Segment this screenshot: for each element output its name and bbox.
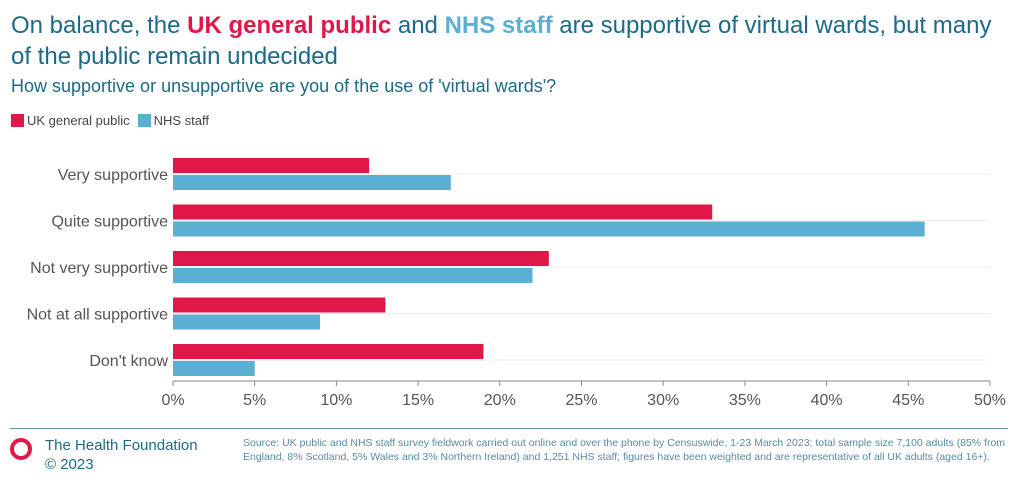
category-label: Very supportive xyxy=(58,167,168,184)
title-text: On balance, the xyxy=(11,12,188,39)
legend-label-uk: UK general public xyxy=(27,113,130,128)
legend-swatch-nhs xyxy=(137,114,151,127)
legend: UK general public NHS staff xyxy=(11,113,217,128)
x-tick-label: 50% xyxy=(974,392,1006,409)
category-label: Not very supportive xyxy=(30,260,168,277)
bar-nhs xyxy=(173,314,321,330)
title-text: and xyxy=(391,12,445,39)
x-tick-label: 0% xyxy=(161,392,184,409)
x-tick-label: 30% xyxy=(647,392,679,409)
title-highlight-nhs: NHS staff xyxy=(444,12,553,39)
chart-title: On balance, the UK general public and NH… xyxy=(11,10,1011,72)
legend-label-nhs: NHS staff xyxy=(153,113,210,128)
bar-uk xyxy=(173,251,549,266)
x-tick-label: 15% xyxy=(402,392,434,409)
x-tick-label: 10% xyxy=(320,392,352,409)
bar-uk xyxy=(173,297,386,313)
chart-subtitle: How supportive or unsupportive are you o… xyxy=(11,76,557,96)
x-tick-label: 45% xyxy=(892,392,924,409)
bar-chart: Very supportive Quite supportive Not very … xyxy=(27,158,1006,409)
brand-name: The Health Foundation xyxy=(45,437,198,454)
health-foundation-logo xyxy=(10,438,32,460)
x-tick-label: 20% xyxy=(484,392,516,409)
x-tick-label: 35% xyxy=(729,392,761,409)
footer-divider xyxy=(10,428,1008,429)
copyright: © 2023 xyxy=(45,456,94,473)
bar-uk xyxy=(173,204,713,220)
legend-swatch-uk xyxy=(11,114,24,127)
category-label: Not at all supportive xyxy=(27,307,169,324)
bar-nhs xyxy=(173,221,925,237)
category-label: Quite supportive xyxy=(51,214,168,231)
bar-uk xyxy=(173,158,370,173)
category-label: Don't know xyxy=(89,353,168,370)
x-tick-label: 25% xyxy=(565,392,597,409)
bar-nhs xyxy=(173,175,451,190)
bar-uk xyxy=(173,344,484,359)
bar-nhs xyxy=(173,268,533,283)
source-note: Source: UK public and NHS staff survey f… xyxy=(243,437,1006,463)
title-highlight-uk: UK general public xyxy=(187,12,392,39)
title-text: are supportive of virtual wards, but man… xyxy=(11,12,992,70)
x-tick-label: 40% xyxy=(811,392,843,409)
bar-nhs xyxy=(173,361,255,376)
x-tick-label: 5% xyxy=(243,392,266,409)
